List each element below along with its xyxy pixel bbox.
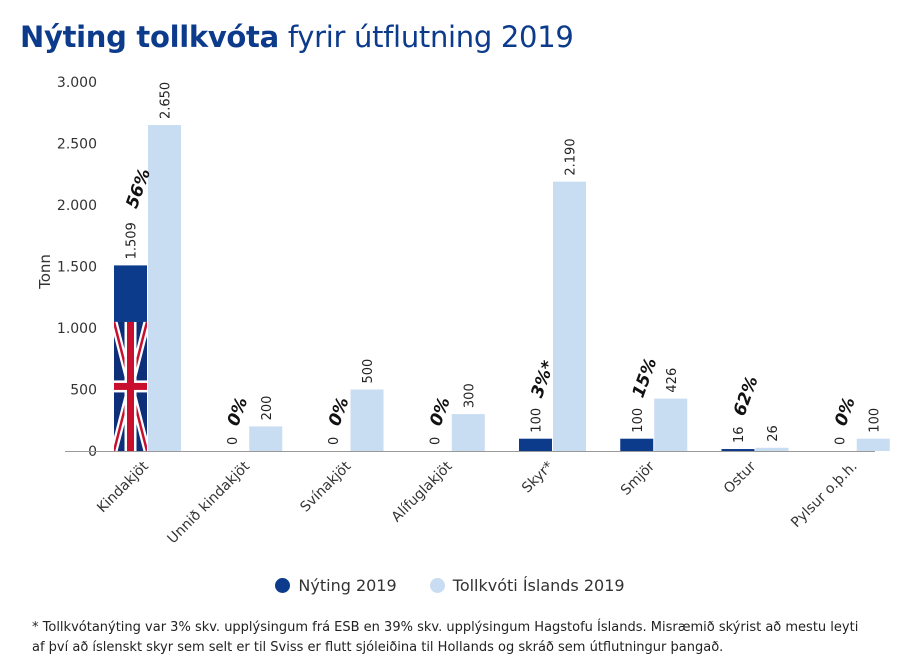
category-label: Pylsur o.þ.h. bbox=[788, 459, 860, 531]
category-label: Skyr* bbox=[519, 459, 557, 497]
bar-quota bbox=[553, 181, 586, 451]
value-label-quota: 500 bbox=[361, 359, 376, 384]
legend: Nýting 2019 Tollkvóti Íslands 2019 bbox=[0, 576, 900, 597]
percentage-label: 62% bbox=[730, 374, 763, 419]
bar-chart: 0 500 1.000 1.500 2.000 2.500 3.000 Tonn 1.509 2… bbox=[36, 75, 890, 547]
category-label: Svínakjöt bbox=[297, 458, 354, 515]
y-tick-label: 1.000 bbox=[57, 321, 97, 337]
chart-title-rest: fyrir útflutning 2019 bbox=[287, 20, 574, 54]
percentage-label: 0% bbox=[426, 395, 455, 429]
value-label-quota: 200 bbox=[260, 396, 275, 421]
chart-title-bold: Nýting tollkvóta bbox=[20, 20, 279, 54]
y-tick-label: 3.000 bbox=[57, 75, 97, 91]
value-label-quota: 26 bbox=[766, 425, 781, 442]
value-label-quota: 2.650 bbox=[159, 82, 174, 119]
legend-swatch-usage bbox=[275, 578, 291, 593]
category-label: Alífuglakjöt bbox=[389, 458, 456, 525]
y-tick-label: 2.000 bbox=[57, 198, 97, 214]
y-tick-label: 500 bbox=[70, 383, 97, 399]
percentage-label: 0% bbox=[831, 395, 860, 429]
value-label-usage: 0 bbox=[226, 437, 241, 445]
value-label-quota: 2.190 bbox=[564, 138, 579, 175]
value-label-usage: 0 bbox=[428, 437, 443, 445]
bar-quota bbox=[148, 125, 181, 452]
value-label-quota: 426 bbox=[665, 368, 680, 393]
y-tick-label: 1.500 bbox=[57, 260, 97, 276]
percentage-label: 0% bbox=[224, 395, 253, 429]
chart-title: Nýting tollkvóta fyrir útflutning 2019 bbox=[20, 20, 574, 54]
uk-flag-icon bbox=[114, 321, 147, 451]
value-label-quota: 100 bbox=[867, 408, 882, 433]
legend-label-quota: Tollkvóti Íslands 2019 bbox=[452, 576, 625, 595]
y-tick-label: 2.500 bbox=[57, 137, 97, 153]
percentage-label: 0% bbox=[325, 395, 354, 429]
value-label-usage: 100 bbox=[631, 408, 646, 433]
value-label-usage: 0 bbox=[833, 437, 848, 445]
bar-usage bbox=[721, 449, 755, 451]
legend-item-usage: Nýting 2019 bbox=[275, 576, 397, 595]
percentage-label: 15% bbox=[629, 355, 662, 400]
bar-quota bbox=[249, 426, 283, 451]
legend-label-usage: Nýting 2019 bbox=[298, 576, 397, 595]
bar-quota bbox=[350, 389, 384, 451]
category-label: Ostur bbox=[721, 458, 760, 497]
bar-usage bbox=[620, 438, 654, 451]
category-label: Smjör bbox=[618, 458, 658, 498]
value-label-usage: 0 bbox=[327, 437, 342, 445]
category-label: Unnið kindakjöt bbox=[164, 458, 253, 547]
value-label-usage: 1.509 bbox=[125, 222, 140, 259]
bar-quota bbox=[755, 447, 789, 451]
y-axis-label: Tonn bbox=[36, 254, 54, 290]
bar-usage bbox=[519, 438, 552, 451]
bar-quota bbox=[654, 398, 688, 451]
value-label-quota: 300 bbox=[462, 383, 477, 408]
bar-quota bbox=[451, 414, 485, 451]
value-label-usage: 16 bbox=[732, 426, 747, 443]
legend-swatch-quota bbox=[429, 578, 445, 593]
bar-quota bbox=[856, 438, 890, 451]
footnote: * Tollkvótanýting var 3% skv. upplýsingu… bbox=[32, 620, 859, 655]
value-label-usage: 100 bbox=[530, 408, 545, 433]
category-label: Kindakjöt bbox=[94, 458, 152, 516]
legend-item-quota: Tollkvóti Íslands 2019 bbox=[429, 576, 625, 595]
